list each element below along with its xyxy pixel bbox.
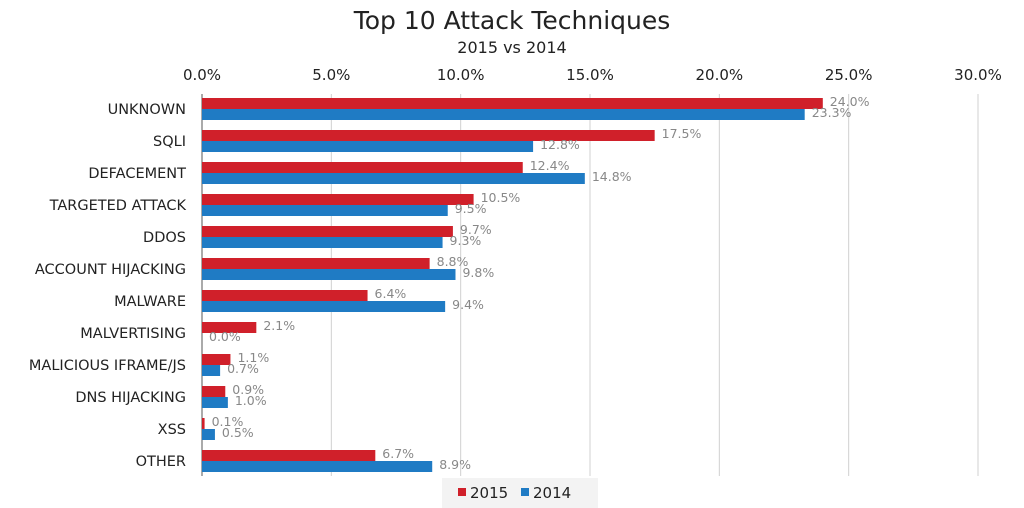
legend-background <box>442 478 598 508</box>
x-tick-label: 15.0% <box>566 66 614 84</box>
data-label-2015: 24.0% <box>830 94 870 109</box>
data-label-2015: 12.4% <box>530 158 570 173</box>
data-label-2015: 6.4% <box>375 286 407 301</box>
data-label-2015: 8.8% <box>437 254 469 269</box>
bar-2015 <box>202 386 226 397</box>
data-label-2014: 8.9% <box>439 457 471 472</box>
bar-2015 <box>202 162 523 173</box>
data-label-2014: 14.8% <box>592 169 632 184</box>
bar-2015 <box>202 194 474 205</box>
bar-2014 <box>202 141 534 152</box>
data-label-2015: 10.5% <box>481 190 521 205</box>
category-label: SQLI <box>153 134 186 150</box>
bar-2014 <box>202 205 448 216</box>
x-tick-label: 0.0% <box>183 66 221 84</box>
category-label: MALWARE <box>114 294 186 310</box>
data-label-2014: 0.7% <box>227 361 259 376</box>
data-label-2014: 1.0% <box>235 393 267 408</box>
legend-label-2015: 2015 <box>470 484 508 502</box>
category-label: ACCOUNT HIJACKING <box>35 262 186 278</box>
category-label: DEFACEMENT <box>88 166 186 182</box>
x-tick-label: 30.0% <box>954 66 1002 84</box>
data-label-2014: 12.8% <box>540 137 580 152</box>
chart-title: Top 10 Attack Techniques <box>353 6 671 35</box>
data-label-2015: 2.1% <box>263 318 295 333</box>
bar-2014 <box>202 109 805 120</box>
data-label-2014: 9.3% <box>450 233 482 248</box>
bar-2015 <box>202 226 453 237</box>
legend-swatch-2015 <box>458 488 466 496</box>
x-tick-label: 20.0% <box>696 66 744 84</box>
data-label-2015: 17.5% <box>662 126 702 141</box>
bar-2014 <box>202 365 221 376</box>
data-label-2015: 1.1% <box>237 350 269 365</box>
category-label: OTHER <box>136 454 186 470</box>
chart-subtitle: 2015 vs 2014 <box>457 38 567 57</box>
bar-2015 <box>202 130 655 141</box>
category-label: MALICIOUS IFRAME/JS <box>29 358 186 374</box>
bar-2015 <box>202 290 368 301</box>
bar-2014 <box>202 269 456 280</box>
category-label: TARGETED ATTACK <box>49 198 187 214</box>
category-label: DDOS <box>143 230 186 246</box>
legend-label-2014: 2014 <box>533 484 571 502</box>
bar-2014 <box>202 397 228 408</box>
bar-2015 <box>202 354 231 365</box>
bar-2015 <box>202 450 376 461</box>
x-tick-label: 5.0% <box>312 66 350 84</box>
bar-2014 <box>202 173 585 184</box>
bar-2014 <box>202 301 446 312</box>
bar-2015 <box>202 258 430 269</box>
x-tick-label: 25.0% <box>825 66 873 84</box>
category-label: XSS <box>158 422 186 438</box>
x-tick-label: 10.0% <box>437 66 485 84</box>
bar-2015 <box>202 418 205 429</box>
data-label-2015: 9.7% <box>460 222 492 237</box>
category-label: DNS HIJACKING <box>75 390 186 406</box>
bar-2014 <box>202 429 215 440</box>
data-label-2015: 0.1% <box>212 414 244 429</box>
bar-2014 <box>202 461 433 472</box>
data-label-2015: 6.7% <box>382 446 414 461</box>
bar-2014 <box>202 237 443 248</box>
bar-2015 <box>202 98 823 109</box>
data-label-2014: 0.5% <box>222 425 254 440</box>
data-label-2014: 9.5% <box>455 201 487 216</box>
data-label-2014: 0.0% <box>209 329 241 344</box>
bar-2015 <box>202 322 257 333</box>
data-label-2014: 23.3% <box>812 105 852 120</box>
data-label-2015: 0.9% <box>232 382 264 397</box>
data-label-2014: 9.4% <box>452 297 484 312</box>
category-label: MALVERTISING <box>80 326 186 342</box>
legend-swatch-2014 <box>521 488 529 496</box>
category-label: UNKNOWN <box>108 102 186 118</box>
data-label-2014: 9.8% <box>462 265 494 280</box>
